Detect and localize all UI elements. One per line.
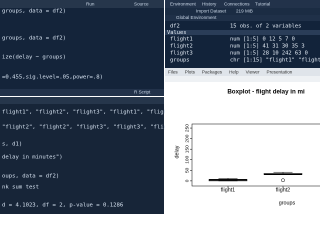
var-name[interactable]: groups bbox=[170, 58, 189, 64]
plot-tabs bbox=[165, 68, 320, 76]
code-line: groups, data = df2) bbox=[2, 9, 66, 15]
env-tabs bbox=[165, 0, 320, 8]
console-line: delay in minutes") bbox=[2, 155, 63, 161]
tab[interactable]: History bbox=[202, 2, 217, 7]
var-value: num [1:5] 28 10 242 63 0 bbox=[230, 51, 308, 57]
tab[interactable]: Connections bbox=[224, 2, 250, 7]
plot-tab-list: Files Plots Packages Help Viewer Presentation bbox=[168, 70, 293, 75]
editor-status bbox=[0, 89, 164, 96]
x-tick-label: flight1 bbox=[221, 187, 235, 193]
file-type[interactable]: R Script bbox=[134, 90, 151, 95]
console-line: "flight2", "flight2", "flight3", "flight… bbox=[2, 125, 184, 131]
var-value: num [1:5] 0 12 5 7 0 bbox=[230, 37, 295, 43]
var-name[interactable]: df2 bbox=[170, 24, 180, 30]
tab[interactable]: Environment bbox=[170, 2, 197, 7]
console-header bbox=[0, 97, 164, 104]
y-tick-label: 50 bbox=[184, 167, 190, 173]
tab[interactable]: Tutorial bbox=[255, 2, 270, 7]
console-line: nk sum test bbox=[2, 185, 39, 191]
y-axis-label: delay bbox=[174, 145, 180, 158]
code-line: ize(delay ~ groups) bbox=[2, 55, 66, 61]
code-line: groups, data = df2) bbox=[2, 36, 66, 42]
screen: Run Source groups, data = df2) groups, d… bbox=[0, 0, 320, 214]
var-name[interactable]: flight2 bbox=[170, 44, 193, 50]
values-header-bar bbox=[165, 30, 320, 35]
env-toolbar bbox=[165, 8, 320, 15]
y-tick-label: 100 bbox=[184, 155, 190, 163]
env-rows: flight1 num [1:5] 0 12 5 7 0 flight2 num [1… bbox=[170, 37, 320, 64]
source-button[interactable]: Source bbox=[134, 2, 149, 7]
editor-toolbar bbox=[0, 0, 164, 8]
memory[interactable]: 219 MiB bbox=[236, 9, 253, 14]
chart-title: Boxplot - flight delay in mi bbox=[227, 89, 305, 96]
tab[interactable]: Plots bbox=[185, 70, 196, 75]
chart: Boxplot - flight delay in mi 0 50 100 150 200… bbox=[174, 89, 320, 206]
plot-frame bbox=[191, 123, 320, 187]
tab[interactable]: Files bbox=[168, 70, 178, 75]
scope[interactable]: Global Environment bbox=[176, 15, 217, 20]
scope-bar bbox=[165, 15, 320, 21]
editor-pane bbox=[0, 0, 164, 96]
code-line: =0.455,sig.level=.05,power=.8) bbox=[2, 75, 103, 81]
tab[interactable]: Packages bbox=[202, 70, 223, 75]
var-value: num [1:5] 41 31 30 35 3 bbox=[230, 44, 305, 50]
page: { "editor": { "toolbar": ["Run", "Source… bbox=[0, 0, 320, 214]
values-header: Values bbox=[167, 30, 186, 36]
x-tick-label: flight2 bbox=[276, 187, 290, 193]
y-tick-label: 0 bbox=[184, 179, 190, 182]
import-button[interactable]: Import Dataset bbox=[196, 9, 227, 14]
console-line: flight1", "flight2", "flight3", "flight1… bbox=[2, 110, 181, 116]
x-axis-label: groups bbox=[279, 200, 296, 206]
y-tick-label: 250 bbox=[184, 124, 190, 132]
tab[interactable]: Presentation bbox=[267, 70, 293, 75]
var-name[interactable]: flight3 bbox=[170, 51, 193, 57]
var-name[interactable]: flight1 bbox=[170, 37, 193, 43]
var-value: 15 obs. of 2 variables bbox=[230, 24, 301, 30]
console-line: s, d1) bbox=[2, 142, 22, 148]
y-tick-label: 200 bbox=[184, 134, 190, 142]
plots-pane bbox=[165, 68, 320, 214]
run-button[interactable]: Run bbox=[86, 2, 95, 7]
console-line: oups, data = df2) bbox=[2, 174, 59, 180]
console-line: d = 4.1023, df = 2, p-value = 0.1286 bbox=[2, 203, 123, 209]
var-value: chr [1:15] "flight1" "flight bbox=[230, 58, 320, 64]
tab[interactable]: Viewer bbox=[246, 70, 260, 75]
tab[interactable]: Help bbox=[229, 70, 239, 75]
console-pane bbox=[0, 97, 164, 214]
plot-toolbar bbox=[165, 76, 320, 82]
outlier bbox=[281, 178, 285, 183]
y-tick-label: 150 bbox=[184, 145, 190, 153]
